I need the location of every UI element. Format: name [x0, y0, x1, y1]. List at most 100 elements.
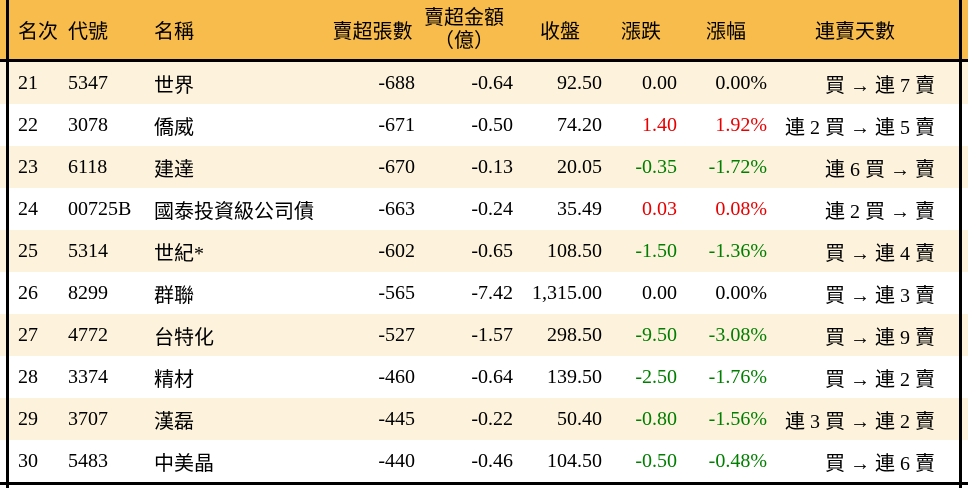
- code-cell: 3707: [68, 407, 108, 430]
- streak-cell: 買 → 連 4 賣: [825, 242, 935, 265]
- sell-volume-cell: -527: [378, 323, 415, 346]
- rank-cell: 29: [18, 407, 38, 430]
- code-cell: 8299: [68, 281, 108, 304]
- col-header-code: 代號: [68, 21, 108, 43]
- table-left-border: [6, 0, 9, 488]
- name-cell: 漢磊: [154, 410, 194, 433]
- sell-volume-cell: -671: [378, 113, 415, 136]
- sell-amount-cell: -0.50: [471, 113, 513, 136]
- col-header-rank: 名次: [18, 21, 58, 43]
- close-cell: 50.40: [557, 407, 602, 430]
- close-cell: 92.50: [557, 71, 602, 94]
- sell-amount-cell: -0.46: [471, 449, 513, 472]
- rank-cell: 27: [18, 323, 38, 346]
- rank-cell: 30: [18, 449, 38, 472]
- sell-amount-cell: -7.42: [471, 281, 513, 304]
- rank-cell: 23: [18, 155, 38, 178]
- table-row: 22 3078 僑威 -671 -0.50 74.20 1.40 1.92% 連…: [0, 104, 968, 146]
- change-pct-cell: 0.00%: [715, 281, 767, 304]
- sell-volume-cell: -565: [378, 281, 415, 304]
- table-row: 29 3707 漢磊 -445 -0.22 50.40 -0.80 -1.56%…: [0, 398, 968, 440]
- change-pct-cell: -1.36%: [708, 239, 767, 262]
- change-pct-cell: 1.92%: [715, 113, 767, 136]
- streak-cell: 買 → 連 3 賣: [825, 284, 935, 307]
- rank-cell: 25: [18, 239, 38, 262]
- change-pct-cell: -3.08%: [708, 323, 767, 346]
- change-pct-cell: 0.08%: [715, 197, 767, 220]
- sell-amount-cell: -0.24: [471, 197, 513, 220]
- streak-cell: 買 → 連 7 賣: [825, 74, 935, 97]
- name-cell: 世界: [154, 74, 194, 97]
- rank-cell: 26: [18, 281, 38, 304]
- name-cell: 台特化: [154, 326, 214, 349]
- table-row: 30 5483 中美晶 -440 -0.46 104.50 -0.50 -0.4…: [0, 440, 968, 482]
- col-header-close: 收盤: [540, 21, 580, 43]
- sell-volume-cell: -602: [378, 239, 415, 262]
- change-cell: -0.80: [635, 407, 677, 430]
- close-cell: 139.50: [547, 365, 602, 388]
- sell-amount-cell: -0.64: [471, 365, 513, 388]
- streak-cell: 買 → 連 2 賣: [825, 368, 935, 391]
- table-row: 25 5314 世紀* -602 -0.65 108.50 -1.50 -1.3…: [0, 230, 968, 272]
- name-cell: 中美晶: [154, 452, 214, 475]
- change-cell: -9.50: [635, 323, 677, 346]
- col-header-streak: 連賣天數: [815, 21, 895, 43]
- sell-amount-cell: -0.22: [471, 407, 513, 430]
- streak-cell: 連 6 買 → 賣: [825, 158, 935, 181]
- table-right-border: [959, 0, 962, 488]
- col-header-change: 漲跌: [621, 21, 661, 43]
- close-cell: 20.05: [557, 155, 602, 178]
- code-cell: 5347: [68, 71, 108, 94]
- close-cell: 108.50: [547, 239, 602, 262]
- change-cell: 0.03: [642, 197, 677, 220]
- table-row: 23 6118 建達 -670 -0.13 20.05 -0.35 -1.72%…: [0, 146, 968, 188]
- change-cell: -1.50: [635, 239, 677, 262]
- streak-cell: 連 3 買 → 連 2 賣: [785, 410, 935, 433]
- rank-cell: 22: [18, 113, 38, 136]
- sell-volume-cell: -445: [378, 407, 415, 430]
- sell-volume-cell: -460: [378, 365, 415, 388]
- table-row: 24 00725B 國泰投資級公司債 -663 -0.24 35.49 0.03…: [0, 188, 968, 230]
- col-header-name: 名稱: [154, 21, 194, 43]
- rank-cell: 28: [18, 365, 38, 388]
- col-header-change-pct: 漲幅: [706, 21, 746, 43]
- rank-cell: 21: [18, 71, 38, 94]
- name-cell: 世紀*: [154, 242, 204, 265]
- sell-amount-cell: -0.13: [471, 155, 513, 178]
- sell-volume-cell: -670: [378, 155, 415, 178]
- sell-amount-cell: -0.65: [471, 239, 513, 262]
- code-cell: 3374: [68, 365, 108, 388]
- close-cell: 74.20: [557, 113, 602, 136]
- streak-cell: 連 2 買 → 賣: [825, 200, 935, 223]
- table-body: 21 5347 世界 -688 -0.64 92.50 0.00 0.00% 買…: [0, 62, 968, 482]
- sell-amount-cell: -0.64: [471, 71, 513, 94]
- name-cell: 群聯: [154, 284, 194, 307]
- change-pct-cell: -1.56%: [708, 407, 767, 430]
- change-pct-cell: -1.72%: [708, 155, 767, 178]
- code-cell: 5314: [68, 239, 108, 262]
- col-header-sell-amount-line2: （億）: [434, 29, 494, 52]
- code-cell: 4772: [68, 323, 108, 346]
- col-header-sell-amount: 賣超金額 （億）: [415, 7, 518, 52]
- change-pct-cell: -1.76%: [708, 365, 767, 388]
- code-cell: 00725B: [68, 197, 132, 220]
- name-cell: 建達: [154, 158, 194, 181]
- close-cell: 298.50: [547, 323, 602, 346]
- close-cell: 104.50: [547, 449, 602, 472]
- change-cell: -0.50: [635, 449, 677, 472]
- streak-cell: 買 → 連 9 賣: [825, 326, 935, 349]
- sell-amount-cell: -1.57: [471, 323, 513, 346]
- table-row: 27 4772 台特化 -527 -1.57 298.50 -9.50 -3.0…: [0, 314, 968, 356]
- name-cell: 精材: [154, 368, 194, 391]
- change-cell: 0.00: [642, 71, 677, 94]
- streak-cell: 連 2 買 → 連 5 賣: [785, 116, 935, 139]
- change-cell: 0.00: [642, 281, 677, 304]
- rank-cell: 24: [18, 197, 38, 220]
- name-cell: 國泰投資級公司債: [154, 200, 314, 223]
- sell-volume-cell: -440: [378, 449, 415, 472]
- table-row: 28 3374 精材 -460 -0.64 139.50 -2.50 -1.76…: [0, 356, 968, 398]
- change-cell: -2.50: [635, 365, 677, 388]
- col-header-sell-volume: 賣超張數: [332, 21, 413, 43]
- sell-volume-cell: -688: [378, 71, 415, 94]
